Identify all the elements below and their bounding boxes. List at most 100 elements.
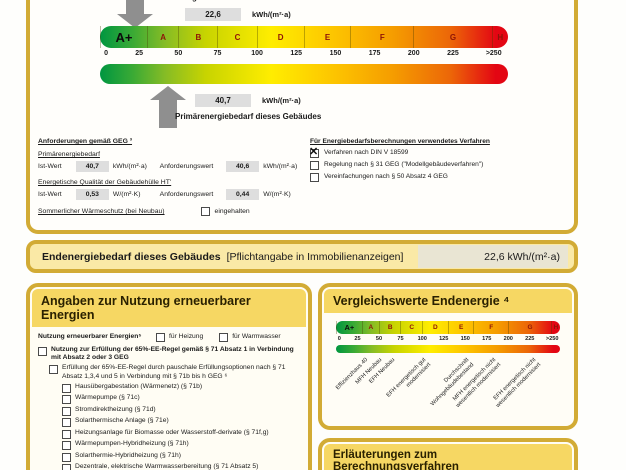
tick-label: 150	[460, 336, 470, 342]
envelope-requirement-row: Ist-Wert 0,53 W/(m²·K) Anforderungswert …	[38, 189, 310, 200]
comparison-markers: Effizienzhaus 40 MFH Neubau EFH Neubau E…	[335, 357, 560, 431]
primary-anf-unit: kWh/(m²·a)	[263, 163, 298, 170]
requirements-heading: Anforderungen gemäß GEG ³	[38, 138, 133, 145]
energy-class-segment: A+	[100, 26, 147, 48]
primary-anf-value: 40,6	[226, 161, 260, 172]
primary-energy-unit: kWh/(m²·a)	[262, 96, 301, 105]
procedure-option: Vereinfachungen nach § 50 Absatz 4 GEG	[310, 173, 574, 182]
procedure-option-label: Verfahren nach DIN V 18599	[324, 149, 409, 156]
renewables-item-label: Wärmepumpe (§ 71c)	[75, 394, 140, 401]
renewables-checkbox[interactable]	[62, 406, 71, 416]
renewables-checkbox[interactable]	[62, 464, 71, 470]
renewables-item: Nutzung zur Erfüllung der 65%-EE-Regel g…	[38, 346, 300, 363]
renewables-item-label: Solarthermie-Hybridheizung (§ 71h)	[75, 451, 181, 459]
primary-requirement-row: Ist-Wert 40,7 kWh/(m²·a) Anforderungswer…	[38, 161, 310, 172]
primary-energy-bar	[100, 64, 508, 84]
tick-label: 100	[417, 336, 427, 342]
renewables-checkbox[interactable]	[62, 429, 71, 439]
tick-label: 150	[329, 50, 342, 57]
explanations-panel: Erläuterungen zum Berechnungsverfahren	[318, 438, 578, 470]
renewables-checkbox[interactable]	[62, 452, 71, 462]
energy-class-segment: D	[421, 321, 448, 334]
renewables-item-label: Dezentrale, elektrische Warmwasserbereit…	[75, 463, 259, 470]
anforderungswert-label: Anforderungswert	[159, 191, 214, 198]
usage-label: Nutzung erneuerbarer Energien⁵	[38, 333, 142, 341]
renewables-panel: Angaben zur Nutzung erneuerbarer Energie…	[26, 283, 312, 470]
ist-wert-label: Ist-Wert	[38, 163, 62, 170]
comparison-class-band: A+ A B C D E F G H	[336, 321, 560, 334]
renewables-checkbox[interactable]	[49, 365, 58, 375]
explanations-heading: Erläuterungen zum Berechnungsverfahren	[324, 444, 572, 470]
summer-heat-checkbox[interactable]	[200, 207, 210, 216]
renewables-checkbox[interactable]	[62, 395, 71, 404]
envelope-ist-unit: W/(m²·K)	[112, 191, 141, 198]
renewables-item-label: Stromdirektheizung (§ 71d)	[75, 405, 156, 413]
renewables-item: Stromdirektheizung (§ 71d)	[62, 406, 300, 416]
tick-label: 75	[397, 336, 404, 342]
procedure-checkbox[interactable]	[309, 146, 319, 159]
primary-requirement-heading: Primärenergiebedarf	[38, 151, 100, 158]
comparison-panel: Vergleichswerte Endenergie ⁴ A+ A B C D …	[318, 283, 578, 430]
tick-label: 225	[447, 50, 459, 57]
end-energy-arrow-icon	[117, 14, 153, 28]
renewables-item-label: Hausübergabestation (Wärmenetz) (§ 71b)	[75, 382, 203, 390]
energy-class-band: A+ A B C D E F G H	[100, 26, 508, 48]
renewables-item: Wärmepumpen-Hybridheizung (§ 71h)	[62, 440, 300, 450]
comparison-heading: Vergleichswerte Endenergie ⁴	[324, 289, 572, 313]
tick-label: 75	[213, 50, 222, 57]
energy-class-segment: A+	[336, 321, 362, 334]
renewables-item: Heizungsanlage für Biomasse oder Wassers…	[62, 429, 300, 439]
renewables-item-label: Heizungsanlage für Biomasse oder Wassers…	[75, 428, 269, 436]
energy-class-segment: C	[217, 26, 256, 48]
tick-label: 50	[375, 336, 383, 342]
primary-energy-value: 40,7	[195, 94, 251, 107]
end-energy-value: 22,6	[185, 8, 241, 21]
end-energy-unit: kWh/(m²·a)	[252, 10, 291, 19]
energy-class-segment: C	[400, 321, 422, 334]
summer-heat-check-label: eingehalten	[214, 208, 250, 215]
geg-requirements-section: Anforderungen gemäß GEG ³ Primärenergieb…	[38, 138, 310, 216]
procedure-heading: Für Energiebedarfsberechnungen verwendet…	[310, 138, 490, 145]
tick-label: 0	[337, 336, 341, 342]
renewables-item-label: Erfüllung der 65%-EE-Regel durch pauscha…	[62, 364, 286, 380]
primary-ist-value: 40,7	[75, 161, 109, 172]
procedure-options: Verfahren nach DIN V 18599 Regelung nach…	[309, 146, 574, 182]
energy-class-segment: A	[146, 26, 178, 48]
procedure-checkbox[interactable]	[310, 161, 319, 170]
renewables-item: Hausübergabestation (Wärmenetz) (§ 71b)	[62, 383, 300, 393]
energy-class-segment: A	[361, 321, 379, 334]
usage-option: für Heizung	[156, 333, 203, 342]
energy-class-segment: D	[256, 26, 304, 48]
energy-class-segment: B	[178, 26, 217, 48]
renewables-item-label: Solarthermische Anlage (§ 71e)	[75, 417, 169, 424]
renewables-checklist: Nutzung zur Erfüllung der 65%-EE-Regel g…	[38, 346, 300, 470]
calculation-procedure-section: Für Energiebedarfsberechnungen verwendet…	[309, 138, 574, 185]
renewables-item-label: Nutzung zur Erfüllung der 65%-EE-Regel g…	[51, 346, 294, 362]
tick-label: 175	[482, 336, 492, 342]
renewables-checkbox[interactable]	[62, 383, 71, 393]
procedure-checkbox[interactable]	[310, 173, 319, 182]
tick-label: 25	[354, 336, 361, 342]
usage-checkbox[interactable]	[156, 333, 165, 342]
renewables-checkbox[interactable]	[62, 441, 71, 450]
tick-label: 100	[251, 50, 263, 57]
renewables-item: Solarthermie-Hybridheizung (§ 71h)	[62, 452, 300, 462]
primary-energy-arrow-shaft	[159, 100, 177, 128]
banner-title: Endenergiebedarf dieses Gebäudes	[42, 250, 221, 263]
primary-energy-label: Primärenergiebedarf dieses Gebäudes	[175, 112, 322, 121]
renewables-usage-row: Nutzung erneuerbarer Energien⁵ für Heizu…	[38, 333, 300, 342]
ist-wert-label: Ist-Wert	[38, 191, 62, 198]
renewables-checkbox[interactable]	[62, 418, 71, 427]
renewables-checkbox[interactable]	[38, 347, 47, 356]
usage-checkbox[interactable]	[219, 333, 229, 342]
energy-class-segment: G	[413, 26, 491, 48]
tick-label: >250	[545, 336, 559, 342]
procedure-option-label: Regelung nach § 31 GEG ("Modellgebäudeve…	[324, 161, 484, 168]
comparison-gradient-bar	[336, 345, 560, 353]
usage-option-label: für Warmwasser	[232, 333, 281, 341]
energy-class-segment: H	[491, 26, 508, 48]
tick-label: 200	[407, 50, 420, 57]
energy-class-segment: G	[507, 321, 551, 334]
tick-label: 50	[174, 50, 183, 57]
primary-energy-arrow-icon	[150, 86, 186, 100]
